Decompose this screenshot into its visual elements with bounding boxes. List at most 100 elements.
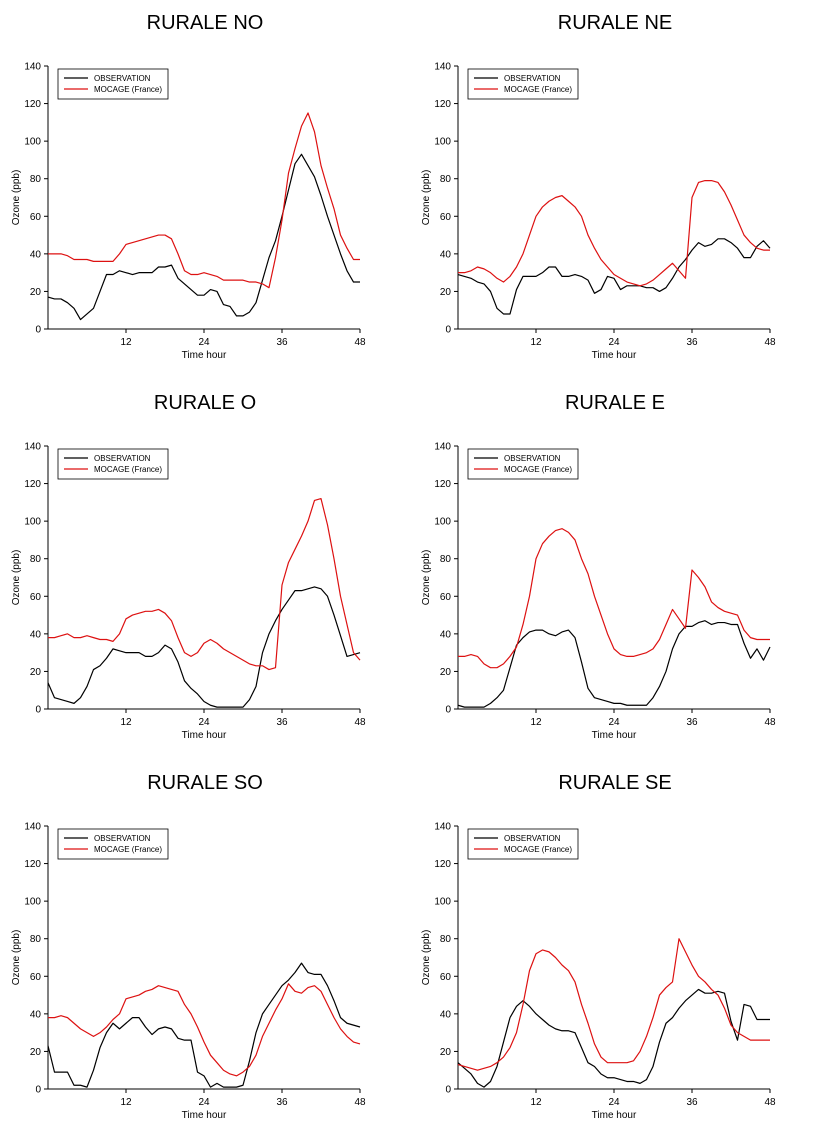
y-tick-label: 0: [35, 705, 41, 716]
x-tick-label: 48: [354, 1097, 366, 1108]
series-line-observation: [457, 988, 770, 1088]
x-tick-label: 48: [354, 717, 366, 728]
y-tick-label: 60: [440, 212, 452, 223]
y-tick-label: 120: [434, 99, 451, 110]
legend-label-mocage: MOCAGE (France): [504, 845, 572, 854]
legend-box: [467, 828, 579, 860]
chart-panel-rurale-e: RURALE E 0 20 40 60 80 100 120 140 12 24 36 48 Time …: [415, 392, 815, 762]
y-tick-label: 40: [30, 629, 42, 640]
y-tick-label: 100: [24, 517, 41, 528]
y-axis-label: Ozone (ppb): [421, 170, 432, 226]
y-tick-label: 80: [440, 934, 452, 945]
y-axis-label: Ozone (ppb): [11, 930, 22, 986]
legend-label-observation: OBSERVATION: [94, 74, 151, 83]
chart-svg: 0 20 40 60 80 100 120 140 12 24 36 48 Time hour Ozone…: [421, 442, 776, 742]
chart-title: RURALE SE: [558, 772, 672, 794]
y-tick-label: 100: [434, 137, 451, 148]
chart-title: RURALE O: [153, 392, 257, 414]
x-tick-label: 48: [354, 337, 366, 348]
x-tick-label: 24: [198, 337, 210, 348]
y-tick-label: 80: [30, 934, 42, 945]
x-tick-label: 12: [120, 337, 132, 348]
y-tick-label: 80: [440, 174, 452, 185]
y-tick-label: 20: [30, 287, 42, 298]
y-tick-label: 140: [434, 822, 451, 833]
x-tick-label: 36: [686, 337, 698, 348]
x-tick-label: 24: [198, 717, 210, 728]
y-tick-label: 100: [434, 897, 451, 908]
series-line-observation: [457, 620, 771, 708]
y-tick-label: 20: [30, 1047, 42, 1058]
y-axis-label: Ozone (ppb): [11, 550, 22, 606]
series-line-observation: [47, 962, 361, 1088]
y-tick-label: 0: [445, 705, 451, 716]
x-tick-label: 24: [608, 717, 620, 728]
legend: OBSERVATION MOCAGE (France): [57, 68, 169, 100]
chart-svg: 0 20 40 60 80 100 120 140 12 24 36 48 Time hour Ozone…: [421, 62, 776, 362]
series-line-mocage: [48, 983, 361, 1077]
x-axis-label: Time hour: [182, 730, 227, 741]
legend: OBSERVATION MOCAGE (France): [467, 68, 579, 100]
chart-title: RURALE NO: [146, 12, 264, 34]
x-tick-label: 12: [530, 337, 542, 348]
x-axis-label: Time hour: [592, 730, 637, 741]
x-axis-label: Time hour: [182, 350, 227, 361]
x-axis-label: Time hour: [592, 350, 637, 361]
y-tick-label: 0: [445, 1085, 451, 1096]
legend-label-observation: OBSERVATION: [504, 74, 561, 83]
y-tick-label: 140: [24, 822, 41, 833]
x-tick-label: 12: [120, 1097, 132, 1108]
legend-box: [467, 448, 579, 480]
y-tick-label: 120: [24, 859, 41, 870]
y-tick-label: 120: [24, 479, 41, 490]
chart-svg: 0 20 40 60 80 100 120 140 12 24 36 48 Time hour Ozone…: [11, 62, 366, 362]
y-tick-label: 80: [440, 554, 452, 565]
legend-label-observation: OBSERVATION: [504, 834, 561, 843]
x-tick-label: 36: [276, 337, 288, 348]
y-tick-label: 0: [35, 325, 41, 336]
y-tick-label: 140: [24, 62, 41, 73]
y-tick-label: 100: [24, 897, 41, 908]
series-line-mocage: [457, 938, 770, 1071]
y-tick-label: 20: [440, 667, 452, 678]
legend-box: [467, 68, 579, 100]
x-tick-label: 36: [686, 717, 698, 728]
x-tick-label: 36: [276, 1097, 288, 1108]
y-tick-label: 60: [30, 972, 42, 983]
legend-label-mocage: MOCAGE (France): [94, 465, 162, 474]
legend: OBSERVATION MOCAGE (France): [57, 828, 169, 860]
series-line-mocage: [48, 497, 361, 671]
x-tick-label: 48: [764, 717, 776, 728]
y-tick-label: 40: [30, 249, 42, 260]
y-tick-label: 80: [30, 554, 42, 565]
y-tick-label: 40: [440, 629, 452, 640]
y-axis-label: Ozone (ppb): [11, 170, 22, 226]
x-axis-label: Time hour: [592, 1110, 637, 1121]
y-tick-label: 40: [440, 249, 452, 260]
y-tick-label: 20: [440, 287, 452, 298]
chart-panel-rurale-no: RURALE NO 0 20 40 60 80 100 120 140 12 24 36 48 Time…: [5, 12, 405, 382]
series-line-mocage: [458, 179, 770, 287]
y-tick-label: 40: [30, 1009, 42, 1020]
chart-panel-rurale-ne: RURALE NE 0 20 40 60 80 100 120 140 12 24 36 48 Time…: [415, 12, 815, 382]
legend: OBSERVATION MOCAGE (France): [467, 448, 579, 480]
legend-label-observation: OBSERVATION: [94, 834, 151, 843]
x-tick-label: 48: [764, 1097, 776, 1108]
chart-svg: 0 20 40 60 80 100 120 140 12 24 36 48 Time hour Ozone…: [11, 442, 366, 742]
y-tick-label: 100: [434, 517, 451, 528]
legend-label-mocage: MOCAGE (France): [504, 85, 572, 94]
y-tick-label: 60: [30, 212, 42, 223]
chart-title: RURALE NE: [557, 12, 673, 34]
x-tick-label: 36: [686, 1097, 698, 1108]
x-tick-label: 36: [276, 717, 288, 728]
y-tick-label: 100: [24, 137, 41, 148]
legend: OBSERVATION MOCAGE (France): [57, 448, 169, 480]
y-tick-label: 140: [24, 442, 41, 453]
legend: OBSERVATION MOCAGE (France): [467, 828, 579, 860]
y-tick-label: 20: [440, 1047, 452, 1058]
legend-box: [57, 828, 169, 860]
chart-panel-rurale-so: RURALE SO 0 20 40 60 80 100 120 140 12 24 36 48 Time…: [5, 772, 405, 1142]
y-tick-label: 140: [434, 62, 451, 73]
y-tick-label: 140: [434, 442, 451, 453]
y-tick-label: 120: [434, 859, 451, 870]
